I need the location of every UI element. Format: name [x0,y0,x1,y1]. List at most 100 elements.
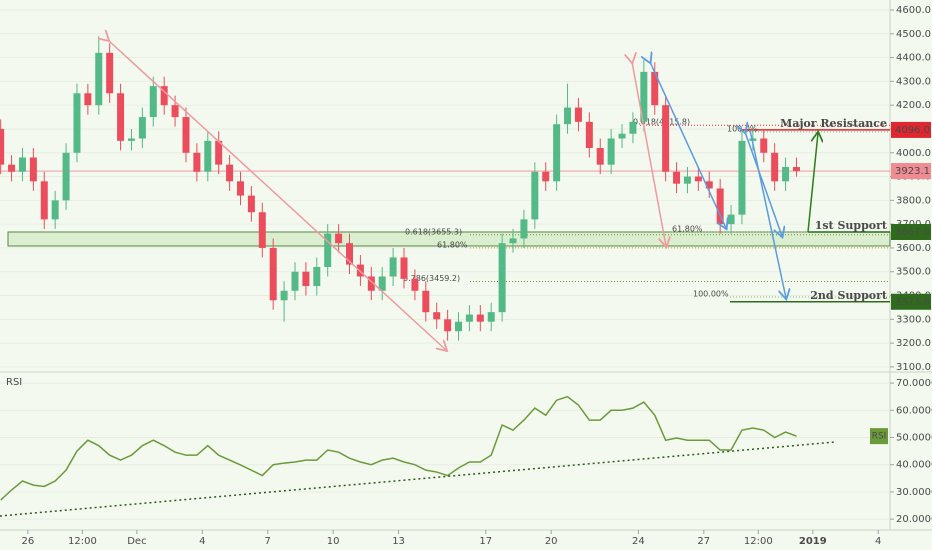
fib-label: 61.80% [437,240,468,249]
candle-body [117,93,125,141]
y-tick-label: 4600.0 [896,5,931,16]
candle-body [673,171,681,184]
price-tag-label: 3667.0 [895,227,930,238]
trend-arrow [745,132,782,236]
candle-body [792,167,800,172]
level-label: 1st Support [815,219,888,232]
price-tag [891,293,931,310]
y-tick-label: 60.0000 [896,405,932,416]
candle-body [738,140,746,215]
candle-body [487,312,495,322]
y-tick-label: 30.0000 [896,487,932,498]
candle-body [662,105,670,172]
candle-body [782,167,790,182]
candle-body [509,238,517,244]
candle-body [269,247,277,301]
candle-body [465,314,473,322]
candle-body [411,278,419,291]
candle-body [0,128,5,165]
candle-body [51,200,59,220]
candle-body [531,171,539,220]
level-label: Major Resistance [780,117,887,130]
y-tick-label: 3300.0 [896,314,931,325]
candle-body [433,312,441,320]
candle-body [727,214,735,225]
price-tag-label: 3923.1 [895,166,930,177]
fib-label: 100.00% [693,289,729,298]
x-tick-label: 4 [875,536,881,547]
x-tick-label: 10 [327,536,340,547]
candle-body [335,233,343,244]
x-tick-label: 17 [479,536,492,547]
x-tick-label: 27 [697,536,710,547]
candle-body [40,181,48,220]
y-tick-label: 70.0000 [896,378,932,389]
candle-body [291,271,299,291]
x-tick-label: 20 [545,536,558,547]
candle-body [542,171,550,182]
candle-body [171,105,179,118]
price-tag [891,163,931,180]
y-tick-label: 4300.0 [896,76,931,87]
candle-body [73,93,81,153]
price-tag-label: 4096.0 [895,125,930,136]
candle-body [182,117,190,153]
y-tick-label: 4200.0 [896,100,931,111]
candle-body [302,271,310,287]
x-tick-label: 7 [265,536,271,547]
candle-body [607,138,615,165]
y-tick-label: 3500.0 [896,267,931,278]
candle-body [62,152,70,201]
candle-body [226,164,234,182]
candle-body [389,257,397,277]
candle-body [498,243,506,313]
candle-body [149,86,157,118]
price-tag-label: 3373.8 [895,297,930,308]
candle-body [204,140,212,172]
fib-label: 61.80% [672,224,703,233]
series-tag [870,428,888,445]
candle-body [29,157,37,182]
x-tick-label: 26 [22,536,35,547]
y-tick-label: 3800.0 [896,195,931,206]
candle-body [247,195,255,213]
candle-body [258,212,266,248]
x-tick-label: Dec [127,536,146,547]
candle-body [8,164,16,172]
legend-label: RSI [872,432,887,442]
candle-body [476,314,484,322]
y-tick-label: 3600.0 [896,243,931,254]
x-tick-label: 13 [392,536,405,547]
candle-body [618,133,626,139]
candle-body [95,52,103,106]
candle-body [106,52,114,94]
trend-arrow [807,133,818,233]
candle-body [520,219,528,239]
candle-body [596,148,604,165]
candle-body [138,117,146,139]
candle-body [313,266,321,287]
price-tag [891,223,931,240]
candle-body [585,121,593,148]
fib-label: 0.618(3655.3) [405,227,462,236]
candle-body [127,138,135,141]
rsi-line [0,395,797,501]
y-tick-label: 3100.0 [896,362,931,373]
candle-body [422,290,430,313]
level-label: 2nd Support [810,289,888,302]
candle-body [574,107,582,122]
rsi-title: RSI [6,377,22,388]
trend-arrow [650,62,726,228]
x-tick-label: 4 [199,536,205,547]
x-tick-label: 24 [632,536,645,547]
y-tick-label: 50.0000 [896,432,932,443]
candle-body [694,176,702,182]
candle-body [84,93,92,106]
candle-body [771,152,779,182]
trend-arrow [108,40,446,350]
candle-body [683,176,691,184]
x-tick-label: 2019 [799,536,827,547]
price-tag [891,121,931,138]
